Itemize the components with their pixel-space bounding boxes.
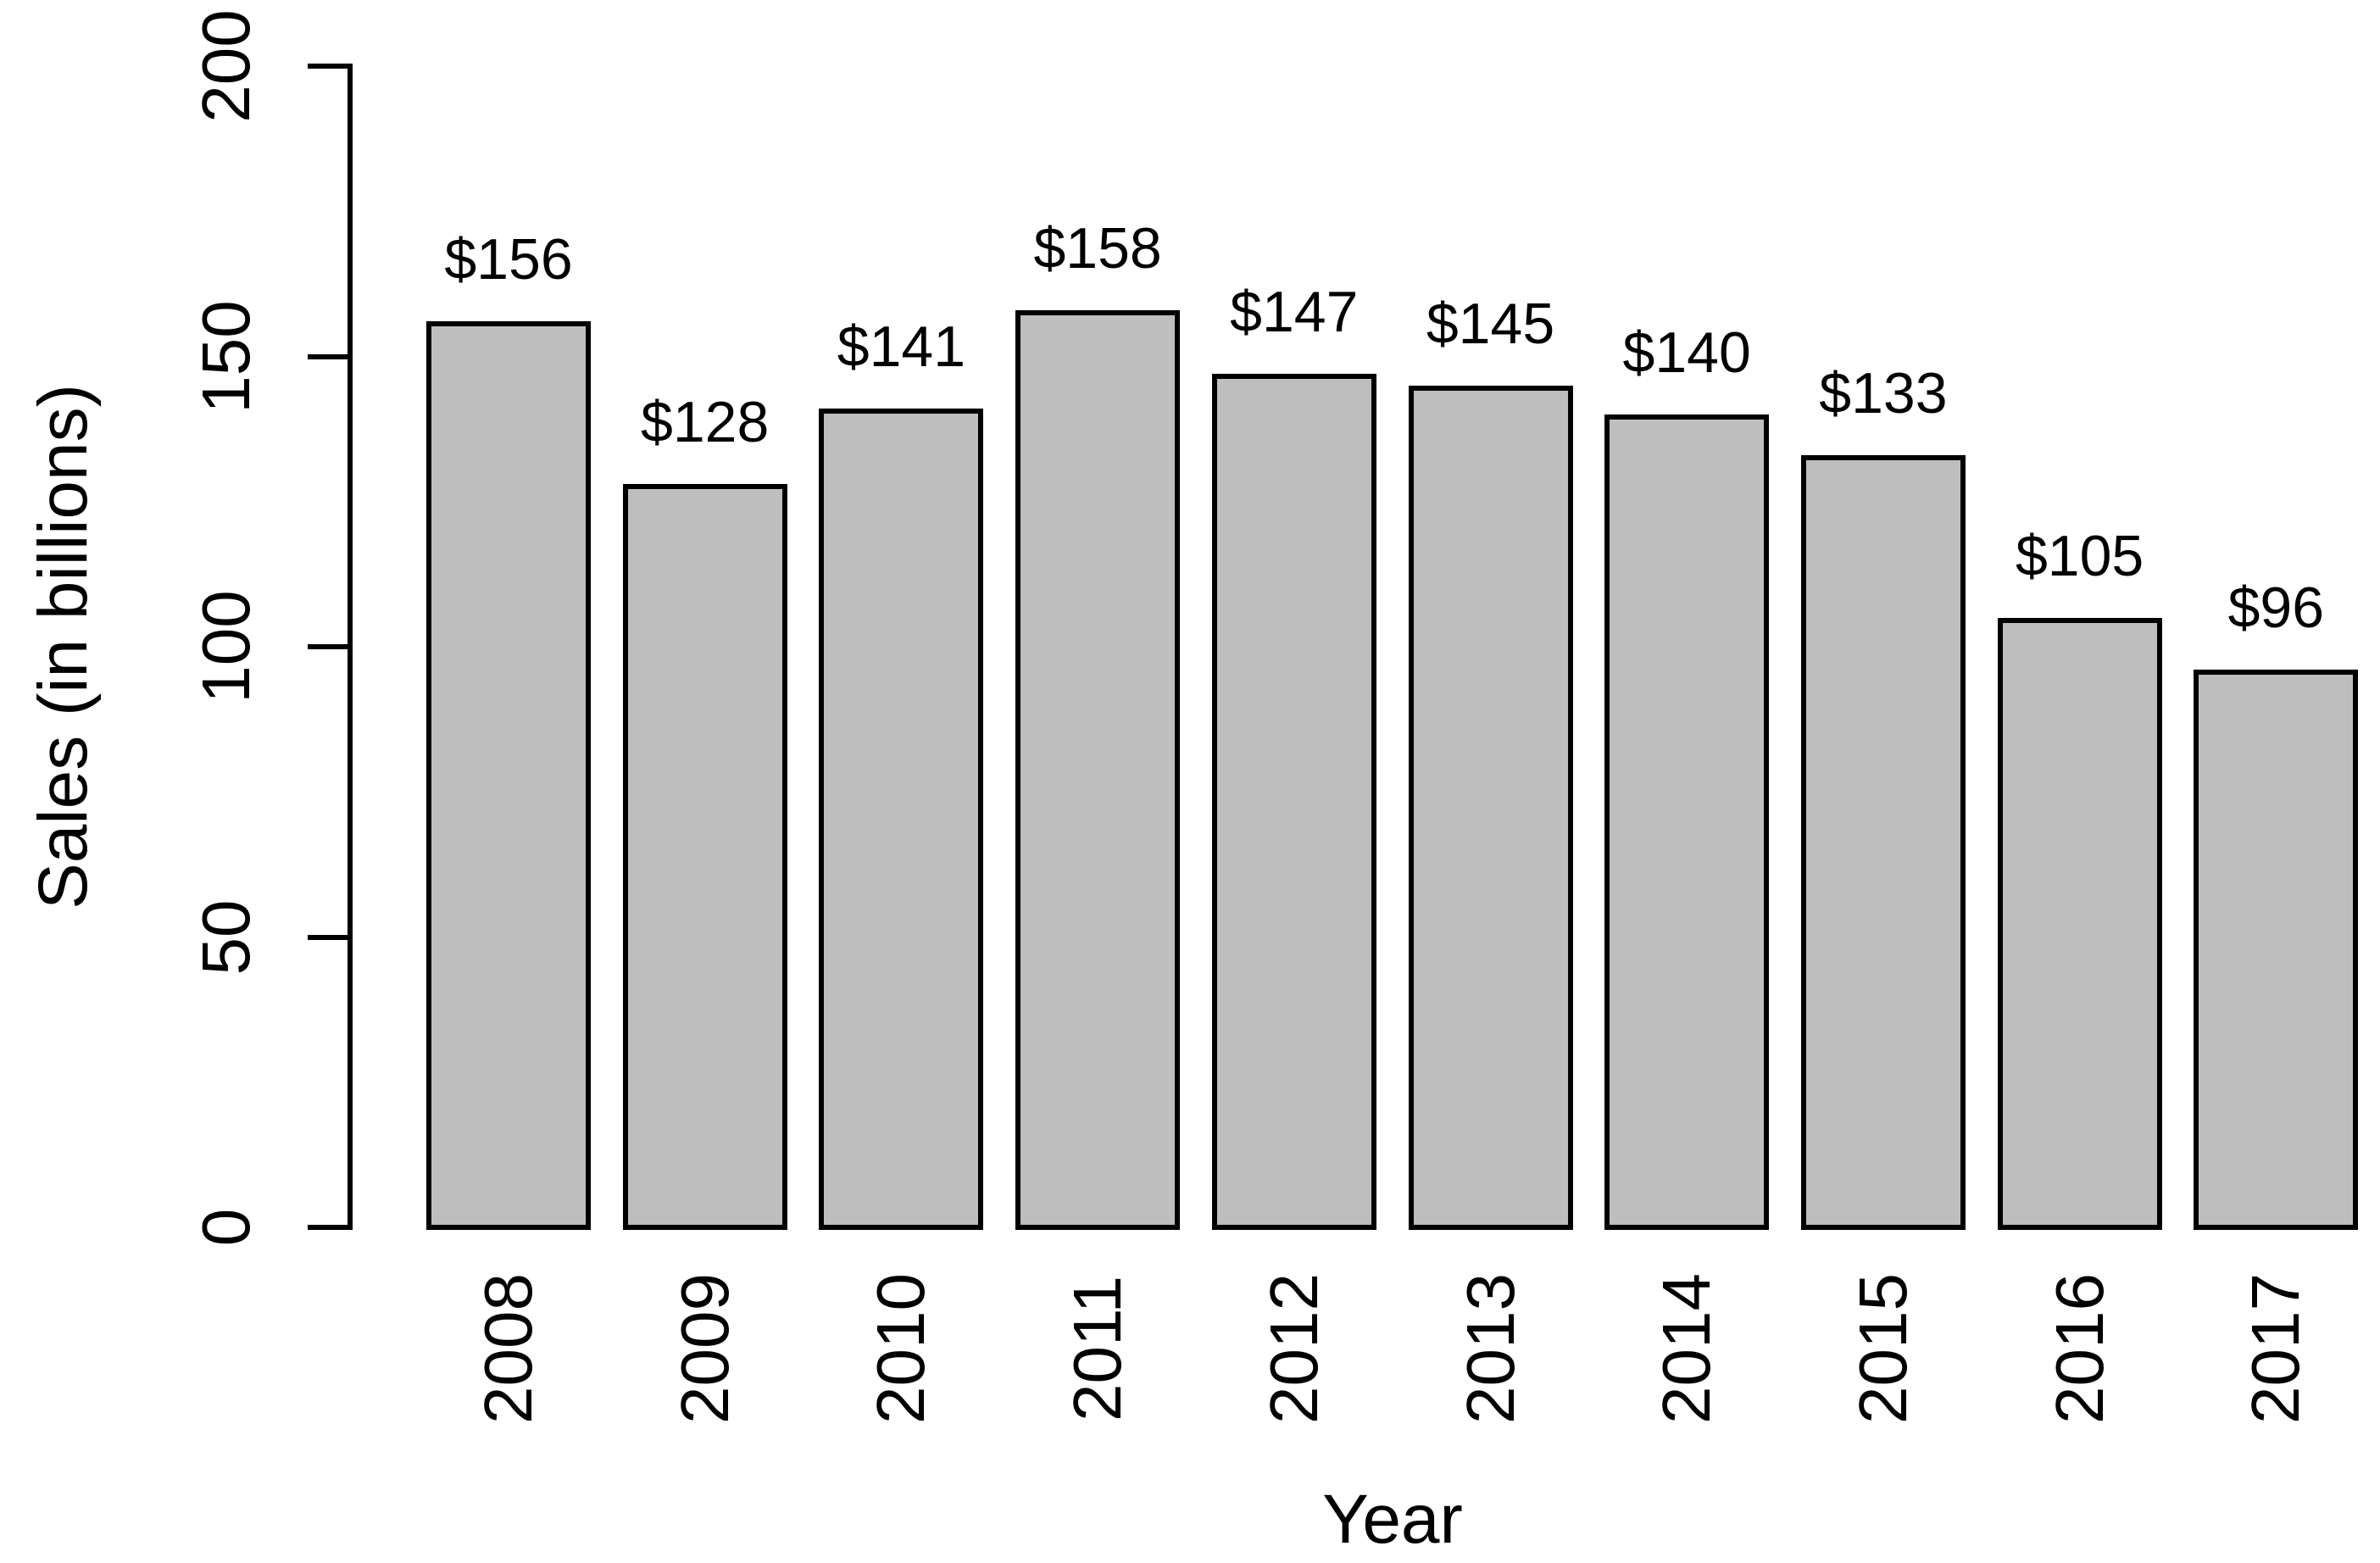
x-tick-label: 2010 xyxy=(863,1273,939,1424)
y-axis-title: Sales (in billions) xyxy=(25,384,102,909)
bar-value-label: $145 xyxy=(1426,291,1555,356)
bar-2011 xyxy=(1015,309,1181,1230)
x-tick-label: 2014 xyxy=(1649,1273,1725,1424)
y-tick-label: 150 xyxy=(188,299,264,414)
y-axis-tick xyxy=(308,1225,350,1230)
y-axis-tick xyxy=(308,644,350,649)
x-tick-label: 2017 xyxy=(2238,1273,2314,1424)
bar-2013 xyxy=(1408,385,1573,1230)
y-tick-label: 0 xyxy=(188,1208,264,1247)
y-tick-label: 200 xyxy=(188,9,264,123)
bar-2015 xyxy=(1800,454,1966,1230)
y-axis-tick xyxy=(308,934,350,940)
bar-value-label: $105 xyxy=(2015,523,2144,588)
bar-value-label: $96 xyxy=(2227,576,2325,641)
bar-value-label: $147 xyxy=(1230,280,1359,345)
bar-2012 xyxy=(1211,374,1376,1230)
bar-value-label: $140 xyxy=(1622,320,1751,385)
x-tick-label: 2015 xyxy=(1844,1273,1921,1424)
y-axis-tick xyxy=(308,64,350,69)
bar-value-label: $128 xyxy=(641,390,770,455)
bar-value-label: $141 xyxy=(837,314,966,380)
bar-value-label: $156 xyxy=(444,227,573,292)
x-tick-label: 2011 xyxy=(1059,1275,1136,1422)
y-axis-tick xyxy=(308,353,350,359)
y-axis-line xyxy=(348,64,353,1230)
bar-value-label: $133 xyxy=(1819,360,1948,426)
x-axis-title: Year xyxy=(1322,1481,1463,1558)
bar-2009 xyxy=(622,484,787,1230)
bar-2010 xyxy=(819,409,984,1230)
bar-2008 xyxy=(426,321,591,1230)
x-tick-label: 2009 xyxy=(666,1273,742,1424)
x-tick-label: 2012 xyxy=(1255,1273,1332,1424)
bar-value-label: $158 xyxy=(1033,215,1162,281)
y-tick-label: 100 xyxy=(188,590,264,704)
bar-2014 xyxy=(1604,414,1770,1230)
x-tick-label: 2013 xyxy=(1452,1273,1528,1424)
bar-2017 xyxy=(2194,670,2359,1230)
x-tick-label: 2008 xyxy=(470,1273,546,1424)
bar-2016 xyxy=(1997,617,2162,1230)
y-tick-label: 50 xyxy=(188,899,264,975)
x-tick-label: 2016 xyxy=(2041,1273,2117,1424)
